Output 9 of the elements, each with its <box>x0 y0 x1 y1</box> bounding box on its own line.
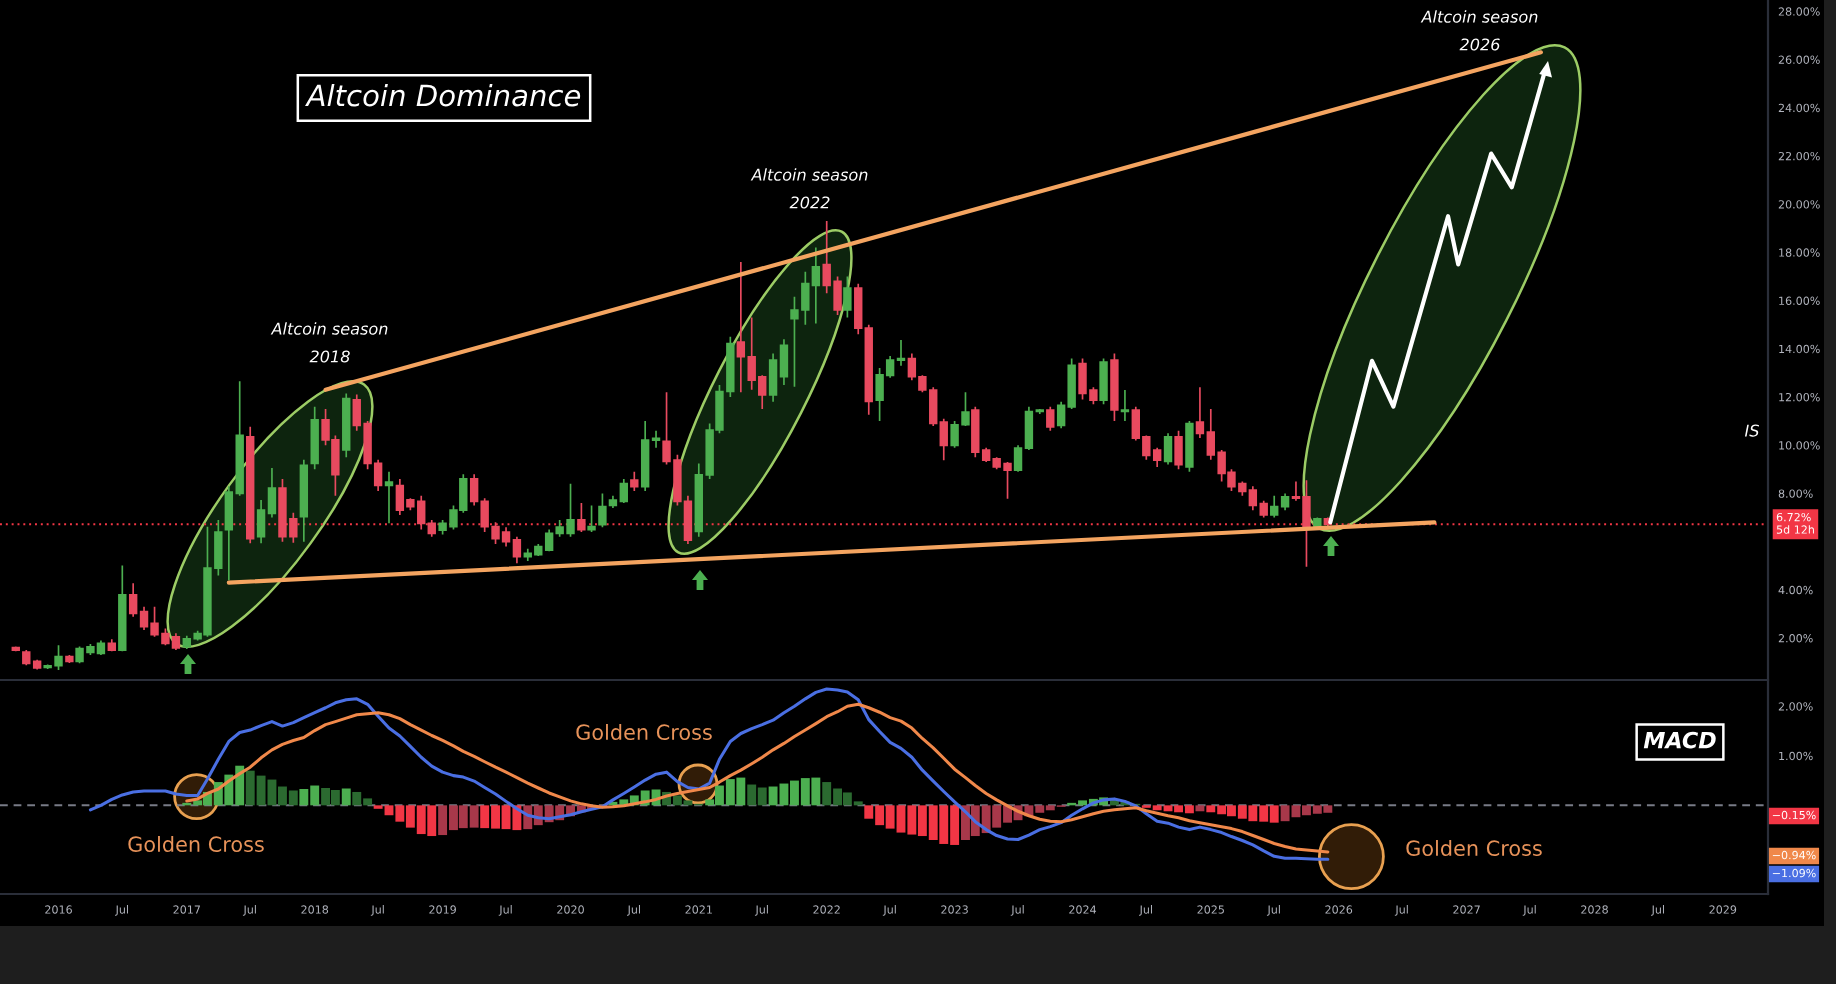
annotation: Altcoin season 2022 <box>750 168 868 209</box>
text: Altcoin Dominance <box>305 83 581 107</box>
annotation: Altcoin season 2026 <box>1420 10 1538 51</box>
annotation: Golden Cross <box>128 835 264 853</box>
annotation: Golden Cross <box>1406 839 1542 857</box>
annotation: IS <box>1744 424 1759 437</box>
annotation: Altcoin season 2018 <box>270 322 388 363</box>
text: MACD <box>1643 731 1716 749</box>
annotation: Golden Cross <box>576 723 712 741</box>
